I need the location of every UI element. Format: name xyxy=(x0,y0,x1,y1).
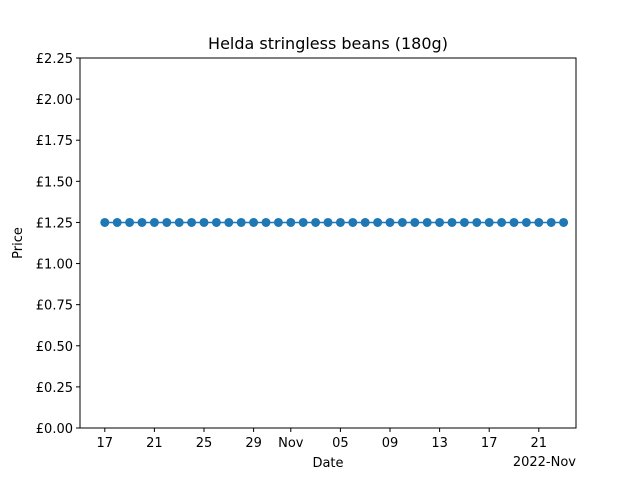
data-point xyxy=(484,217,494,227)
data-point xyxy=(497,217,507,227)
x-tick-label: 17 xyxy=(481,436,498,451)
data-point xyxy=(249,217,259,227)
data-point xyxy=(435,217,445,227)
x-axis: 17 21 25 29 Nov 05 09 13 17 21 xyxy=(97,428,548,451)
y-tick-label: £0.00 xyxy=(36,422,73,437)
y-tick-label: £0.25 xyxy=(36,381,73,396)
data-point xyxy=(149,217,159,227)
data-point xyxy=(410,217,420,227)
data-point xyxy=(509,217,519,227)
x-offset-label: 2022-Nov xyxy=(513,455,576,470)
x-tick-label: 29 xyxy=(245,436,262,451)
x-tick-label: 21 xyxy=(146,436,163,451)
y-axis-label: Price xyxy=(11,227,26,259)
x-tick-label: 25 xyxy=(196,436,213,451)
data-point xyxy=(335,217,345,227)
chart-title: Helda stringless beans (180g) xyxy=(208,34,448,53)
data-point xyxy=(385,217,395,227)
x-tick-label: 13 xyxy=(431,436,448,451)
data-point xyxy=(211,217,221,227)
data-point xyxy=(521,217,531,227)
data-point xyxy=(273,217,283,227)
data-point xyxy=(534,217,544,227)
data-point xyxy=(174,217,184,227)
x-tick-label: 17 xyxy=(97,436,114,451)
x-tick-label: 05 xyxy=(332,436,349,451)
data-point xyxy=(311,217,321,227)
data-point xyxy=(137,217,147,227)
data-point xyxy=(286,217,296,227)
data-point xyxy=(559,217,569,227)
data-point xyxy=(187,217,197,227)
data-point xyxy=(100,217,110,227)
y-tick-label: £1.00 xyxy=(36,258,73,273)
data-point xyxy=(298,217,308,227)
y-tick-label: £2.00 xyxy=(36,93,73,108)
data-point xyxy=(125,217,135,227)
data-point xyxy=(546,217,556,227)
data-point xyxy=(459,217,469,227)
data-point xyxy=(373,217,383,227)
y-tick-label: £1.50 xyxy=(36,175,73,190)
data-point xyxy=(447,217,457,227)
data-point xyxy=(224,217,234,227)
y-tick-label: £0.75 xyxy=(36,299,73,314)
y-axis: £0.00 £0.25 £0.50 £0.75 £1.00 £1.25 £1.50 £1.75… xyxy=(36,52,80,437)
data-point xyxy=(112,217,122,227)
data-point xyxy=(162,217,172,227)
data-point xyxy=(422,217,432,227)
y-tick-label: £1.75 xyxy=(36,134,73,149)
x-tick-label: 09 xyxy=(382,436,399,451)
y-tick-label: £2.25 xyxy=(36,52,73,67)
plot-frame xyxy=(79,57,577,429)
data-point xyxy=(397,217,407,227)
x-axis-label: Date xyxy=(312,456,343,471)
data-point xyxy=(472,217,482,227)
series-layer xyxy=(100,217,569,227)
y-tick-label: £1.25 xyxy=(36,216,73,231)
data-point xyxy=(261,217,271,227)
x-tick-label: 21 xyxy=(531,436,548,451)
data-point xyxy=(199,217,209,227)
y-tick-label: £0.50 xyxy=(36,340,73,355)
x-tick-label: Nov xyxy=(278,436,304,451)
data-point xyxy=(323,217,333,227)
data-point xyxy=(236,217,246,227)
data-point xyxy=(348,217,358,227)
data-point xyxy=(360,217,370,227)
